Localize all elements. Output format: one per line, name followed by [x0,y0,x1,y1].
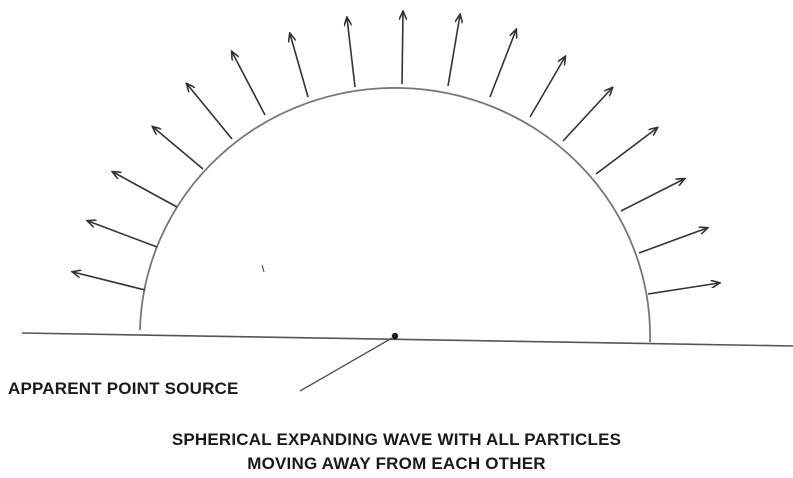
velocity-arrow-17 [647,283,719,295]
velocity-arrow-14 [595,128,657,175]
wavefront-arc [139,87,651,343]
velocity-arrow-1 [73,272,146,291]
velocity-arrow-7 [290,34,309,98]
velocity-arrow-2 [88,221,158,248]
velocity-arrow-13 [562,88,612,142]
velocity-arrow-10 [447,15,460,87]
velocity-arrow-5 [187,84,233,140]
velocity-arrow-9 [402,12,403,85]
caption-line-2: MOVING AWAY FROM EACH OTHER [247,454,546,473]
source-pointer-line [299,337,393,392]
point-source-dot [391,332,399,340]
ground-line [21,332,793,347]
velocity-arrows [73,12,719,295]
velocity-arrow-16 [638,228,707,254]
velocity-arrow-3 [113,172,178,208]
caption-line-1: SPHERICAL EXPANDING WAVE WITH ALL PARTIC… [171,430,622,449]
diagram-caption: SPHERICAL EXPANDING WAVE WITH ALL PARTIC… [0,428,793,476]
velocity-arrow-11 [489,30,516,98]
velocity-arrow-8 [347,18,356,88]
velocity-arrow-4 [153,127,204,170]
velocity-arrow-12 [529,57,565,118]
velocity-arrow-15 [620,179,684,212]
point-source-label: APPARENT POINT SOURCE [8,379,239,398]
velocity-arrow-6 [232,52,266,116]
stray-mark [261,264,265,273]
